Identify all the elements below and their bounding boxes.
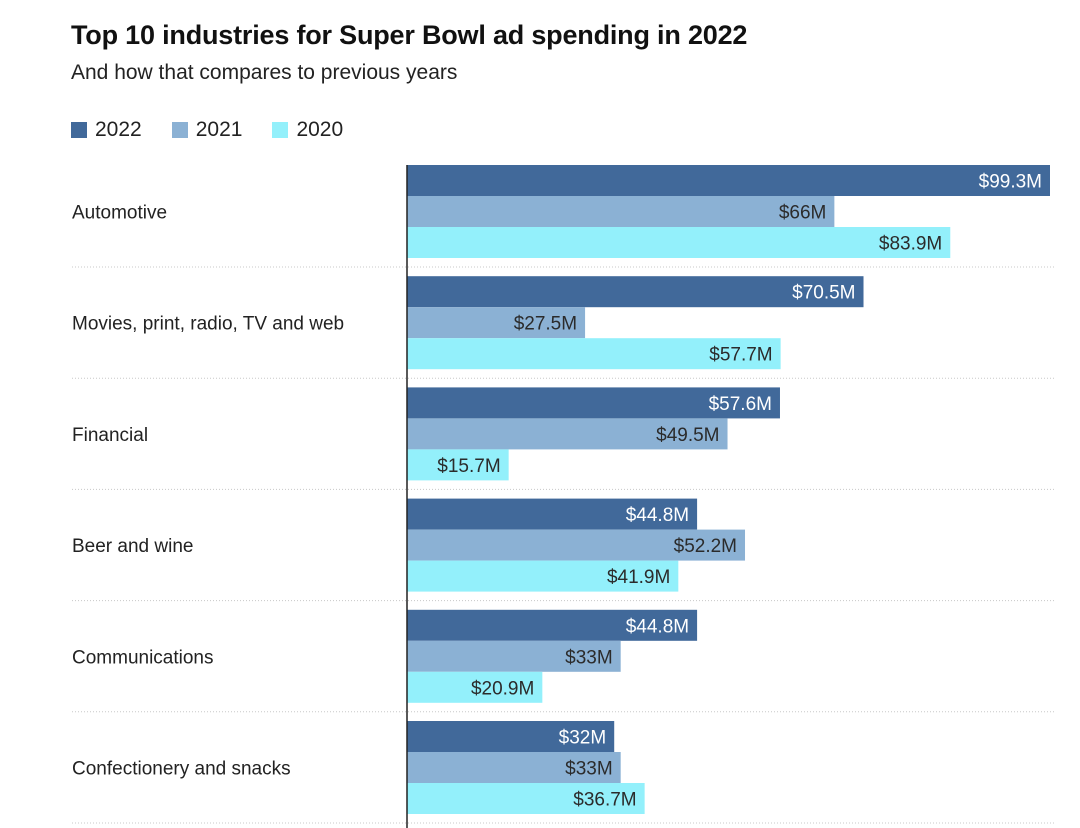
bar-2022 <box>407 609 698 641</box>
data-label-2022: $99.3M <box>979 172 1042 193</box>
data-label-2022: $70.5M <box>792 283 855 304</box>
data-label-2020: $57.7M <box>709 345 772 366</box>
bar-2022 <box>407 498 698 530</box>
bar-2021 <box>407 752 621 783</box>
bar-2020 <box>407 560 679 592</box>
legend-item-2021: 2021 <box>171 118 243 142</box>
bar-2020 <box>407 338 781 370</box>
legend: 2022 2021 2020 <box>71 118 343 142</box>
category-label: Financial <box>72 425 148 446</box>
category-label: Automotive <box>72 203 167 224</box>
chart-subtitle: And how that compares to previous years <box>71 61 458 84</box>
bar-2021 <box>407 307 586 339</box>
legend-label-2021: 2021 <box>195 118 243 141</box>
bar-2021 <box>407 529 746 561</box>
bar-2022 <box>407 721 615 752</box>
data-label-2021: $33M <box>565 647 613 668</box>
category-label: Beer and wine <box>72 536 193 557</box>
bar-2020 <box>407 783 645 814</box>
category-label: Communications <box>72 647 214 668</box>
legend-label-2022: 2022 <box>95 118 142 141</box>
data-label-2020: $41.9M <box>607 567 670 588</box>
data-label-2021: $49.5M <box>656 425 719 446</box>
bar-2020 <box>407 671 543 703</box>
data-label-2021: $52.2M <box>674 536 737 557</box>
data-label-2020: $83.9M <box>879 234 942 255</box>
data-label-2022: $32M <box>559 728 607 749</box>
bar-2021 <box>407 196 835 227</box>
chart-title: Top 10 industries for Super Bowl ad spen… <box>71 20 748 50</box>
data-label-2020: $20.9M <box>471 678 534 699</box>
legend-swatch-2020 <box>272 122 289 138</box>
data-label-2020: $15.7M <box>437 456 500 477</box>
legend-swatch-2022 <box>71 122 87 138</box>
data-label-2020: $36.7M <box>573 790 636 811</box>
legend-item-2022: 2022 <box>71 118 142 142</box>
bar-2021 <box>407 640 621 672</box>
category-label: Movies, print, radio, TV and web <box>72 314 344 335</box>
bar-2021 <box>407 418 728 450</box>
bar-2022 <box>407 387 780 419</box>
legend-item-2020: 2020 <box>272 118 343 142</box>
data-label-2022: $44.8M <box>626 505 689 526</box>
bar-2020 <box>407 449 509 481</box>
data-label-2021: $27.5M <box>514 314 577 335</box>
bar-2022 <box>407 165 1050 196</box>
bar-2022 <box>407 276 864 308</box>
data-label-2022: $44.8M <box>626 616 689 637</box>
category-label: Confectionery and snacks <box>72 759 291 780</box>
legend-swatch-2021 <box>171 122 188 138</box>
data-label-2021: $33M <box>565 759 613 780</box>
legend-label-2020: 2020 <box>296 118 344 141</box>
data-label-2022: $57.6M <box>709 394 772 415</box>
bar-2020 <box>407 227 951 258</box>
data-label-2021: $66M <box>779 203 827 224</box>
